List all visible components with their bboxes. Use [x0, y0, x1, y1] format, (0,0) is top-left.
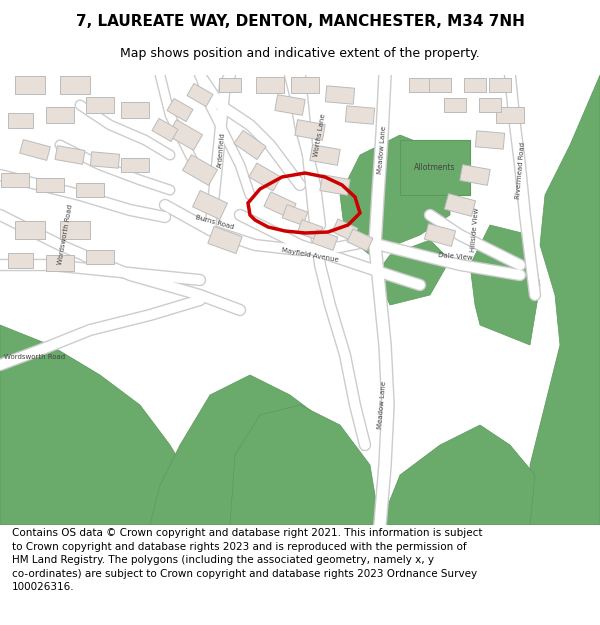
- Polygon shape: [530, 75, 600, 525]
- Text: Worths Lane: Worths Lane: [313, 113, 327, 157]
- Bar: [15, 76, 45, 94]
- Bar: [424, 224, 455, 246]
- Polygon shape: [380, 425, 535, 525]
- Bar: [275, 95, 305, 115]
- Bar: [76, 183, 104, 197]
- Bar: [187, 84, 213, 106]
- Text: Wordsworth Road: Wordsworth Road: [4, 354, 65, 360]
- Polygon shape: [400, 140, 470, 195]
- Bar: [347, 229, 373, 251]
- Bar: [409, 78, 431, 92]
- Bar: [249, 163, 281, 191]
- Bar: [291, 77, 319, 93]
- Polygon shape: [470, 225, 540, 345]
- Bar: [429, 78, 451, 92]
- Text: Map shows position and indicative extent of the property.: Map shows position and indicative extent…: [120, 48, 480, 61]
- Bar: [282, 204, 308, 226]
- Bar: [167, 99, 193, 121]
- Bar: [332, 219, 358, 241]
- Text: Dale View: Dale View: [437, 253, 473, 261]
- Text: Hillside View: Hillside View: [470, 208, 480, 252]
- Bar: [91, 152, 119, 168]
- Polygon shape: [230, 405, 380, 525]
- Bar: [479, 98, 501, 112]
- Bar: [1, 173, 29, 187]
- Text: 7, LAUREATE WAY, DENTON, MANCHESTER, M34 7NH: 7, LAUREATE WAY, DENTON, MANCHESTER, M34…: [76, 14, 524, 29]
- Bar: [121, 102, 149, 118]
- Bar: [60, 221, 90, 239]
- Bar: [496, 107, 524, 123]
- Text: Allotments: Allotments: [414, 162, 456, 171]
- Bar: [310, 145, 340, 165]
- Polygon shape: [0, 325, 200, 525]
- Bar: [60, 76, 90, 94]
- Bar: [208, 226, 242, 254]
- Polygon shape: [150, 375, 360, 525]
- Bar: [256, 77, 284, 93]
- Polygon shape: [375, 240, 450, 305]
- Bar: [20, 139, 50, 161]
- Bar: [444, 98, 466, 112]
- Bar: [7, 112, 32, 128]
- Bar: [167, 120, 202, 150]
- Bar: [295, 120, 325, 140]
- Bar: [7, 253, 32, 268]
- Text: Wordsworth Road: Wordsworth Road: [57, 204, 73, 266]
- Bar: [86, 250, 114, 264]
- Bar: [445, 194, 476, 216]
- Bar: [234, 131, 266, 159]
- Bar: [489, 78, 511, 92]
- Text: Rivermead Road: Rivermead Road: [515, 141, 526, 199]
- Bar: [312, 229, 338, 251]
- Text: Meadow Lane: Meadow Lane: [377, 381, 387, 429]
- Bar: [152, 119, 178, 141]
- Bar: [320, 175, 350, 195]
- Bar: [460, 165, 490, 185]
- Bar: [346, 106, 374, 124]
- Bar: [475, 131, 505, 149]
- Bar: [325, 86, 355, 104]
- Bar: [264, 192, 296, 218]
- Polygon shape: [340, 135, 450, 255]
- Bar: [15, 221, 45, 239]
- Bar: [46, 255, 74, 271]
- Bar: [121, 158, 149, 172]
- Bar: [297, 219, 323, 241]
- Bar: [36, 178, 64, 192]
- Bar: [86, 97, 114, 113]
- Text: Meadow Lane: Meadow Lane: [377, 126, 387, 174]
- Bar: [464, 78, 486, 92]
- Bar: [193, 191, 227, 219]
- Text: Mayfield Avenue: Mayfield Avenue: [281, 247, 339, 263]
- Bar: [219, 78, 241, 92]
- Text: Ardenfield: Ardenfield: [217, 132, 227, 168]
- Bar: [55, 146, 85, 164]
- Bar: [182, 155, 217, 185]
- Text: Burns Road: Burns Road: [195, 214, 235, 230]
- Bar: [46, 107, 74, 123]
- Text: Contains OS data © Crown copyright and database right 2021. This information is : Contains OS data © Crown copyright and d…: [12, 528, 482, 592]
